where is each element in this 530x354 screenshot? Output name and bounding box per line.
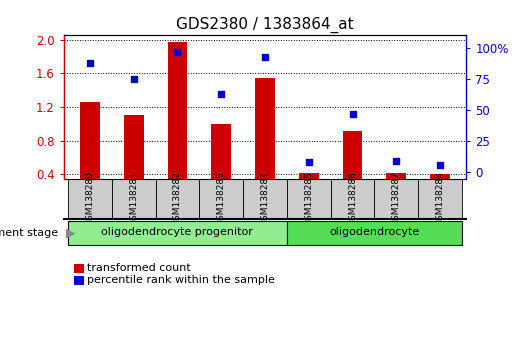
Text: GSM138281: GSM138281 [129,172,138,227]
Bar [331,178,375,219]
Title: GDS2380 / 1383864_at: GDS2380 / 1383864_at [176,16,354,33]
Bar [155,178,199,219]
Bar [112,178,155,219]
Bar [243,178,287,219]
Text: development stage: development stage [0,228,58,238]
Text: oligodendrocyte progenitor: oligodendrocyte progenitor [102,227,253,237]
Point [392,158,401,164]
Point [261,54,269,59]
Bar [386,173,406,178]
Text: GSM138280: GSM138280 [85,172,94,227]
Bar [255,78,275,178]
Bar [124,115,144,178]
Bar [167,42,187,178]
Point [348,111,357,117]
Text: GSM138287: GSM138287 [392,172,401,227]
Point [217,91,225,97]
Text: GSM138284: GSM138284 [261,172,269,227]
Bar [68,221,287,245]
Bar [343,131,363,178]
Text: GSM138286: GSM138286 [348,172,357,227]
Point [436,162,444,168]
Bar [299,173,319,178]
Point [129,76,138,82]
Bar [80,102,100,178]
Bar [418,178,462,219]
Text: ▶: ▶ [66,226,76,239]
Bar [375,178,418,219]
Bar [287,178,331,219]
Point [173,49,182,55]
Point [305,160,313,165]
Bar [430,173,450,178]
Text: GSM138283: GSM138283 [217,172,226,227]
Text: percentile rank within the sample: percentile rank within the sample [87,275,275,285]
Text: transformed count: transformed count [87,263,191,273]
Text: GSM138285: GSM138285 [304,172,313,227]
Bar [211,124,231,178]
Point [86,60,94,65]
Text: GSM138282: GSM138282 [173,172,182,227]
Bar [287,221,462,245]
Bar [68,178,112,219]
Text: GSM138288: GSM138288 [436,172,445,227]
Bar [199,178,243,219]
Text: oligodendrocyte: oligodendrocyte [329,227,420,237]
